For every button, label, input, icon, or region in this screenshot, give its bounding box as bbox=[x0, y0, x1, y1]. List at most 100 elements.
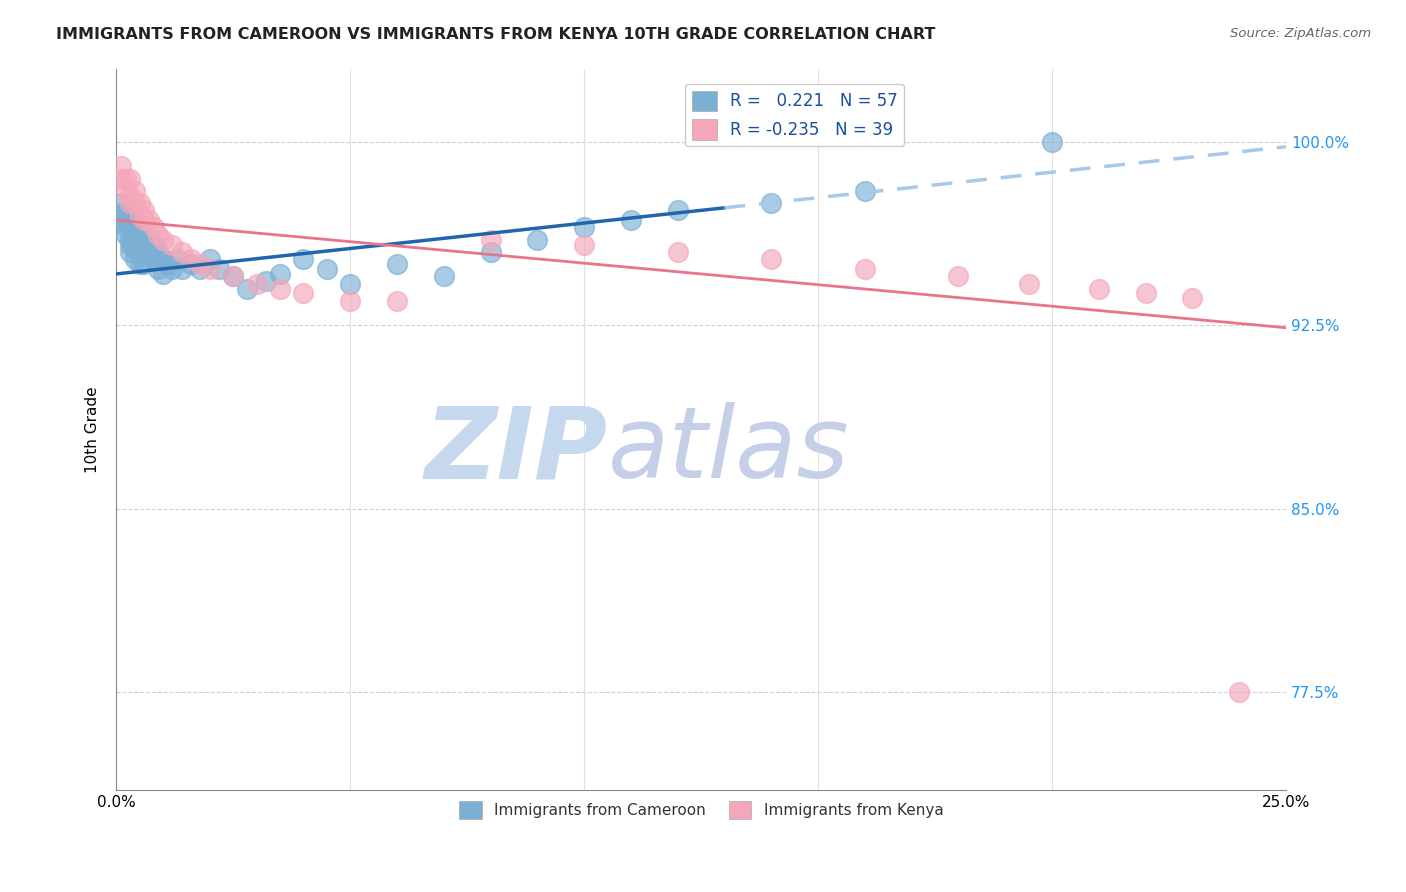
Point bbox=[114, 203, 136, 218]
Point bbox=[190, 262, 212, 277]
Point bbox=[134, 203, 156, 218]
Point bbox=[124, 213, 146, 227]
Point bbox=[128, 208, 150, 222]
Text: ZIP: ZIP bbox=[425, 402, 607, 500]
Point bbox=[134, 257, 156, 271]
Point bbox=[120, 171, 142, 186]
Point bbox=[198, 262, 221, 277]
Point bbox=[761, 252, 783, 267]
Point bbox=[114, 171, 136, 186]
Point bbox=[148, 227, 170, 242]
Point bbox=[128, 257, 150, 271]
Point bbox=[148, 262, 170, 277]
Point bbox=[853, 262, 876, 277]
Y-axis label: 10th Grade: 10th Grade bbox=[86, 386, 100, 473]
Point bbox=[479, 244, 502, 259]
Point bbox=[433, 269, 456, 284]
Point bbox=[120, 208, 142, 222]
Text: atlas: atlas bbox=[607, 402, 849, 500]
Point bbox=[292, 252, 315, 267]
Point bbox=[152, 267, 174, 281]
Point bbox=[180, 252, 202, 267]
Text: IMMIGRANTS FROM CAMEROON VS IMMIGRANTS FROM KENYA 10TH GRADE CORRELATION CHART: IMMIGRANTS FROM CAMEROON VS IMMIGRANTS F… bbox=[56, 27, 935, 42]
Point bbox=[1088, 282, 1111, 296]
Point bbox=[180, 257, 202, 271]
Point bbox=[761, 196, 783, 211]
Point bbox=[572, 237, 595, 252]
Point bbox=[666, 244, 689, 259]
Point bbox=[385, 257, 408, 271]
Point bbox=[572, 220, 595, 235]
Point bbox=[110, 196, 132, 211]
Point bbox=[162, 262, 184, 277]
Point bbox=[124, 233, 146, 247]
Point bbox=[120, 196, 142, 211]
Point bbox=[170, 244, 193, 259]
Point bbox=[128, 220, 150, 235]
Legend: Immigrants from Cameroon, Immigrants from Kenya: Immigrants from Cameroon, Immigrants fro… bbox=[453, 795, 949, 826]
Point bbox=[120, 244, 142, 259]
Point bbox=[853, 184, 876, 198]
Point bbox=[254, 274, 277, 288]
Point bbox=[142, 237, 165, 252]
Point bbox=[222, 269, 245, 284]
Point bbox=[246, 277, 269, 291]
Point bbox=[666, 203, 689, 218]
Point bbox=[1135, 286, 1157, 301]
Point bbox=[124, 196, 146, 211]
Point bbox=[134, 213, 156, 227]
Text: Source: ZipAtlas.com: Source: ZipAtlas.com bbox=[1230, 27, 1371, 40]
Point bbox=[142, 252, 165, 267]
Point bbox=[142, 220, 165, 235]
Point bbox=[1181, 292, 1204, 306]
Point bbox=[120, 220, 142, 235]
Point bbox=[114, 184, 136, 198]
Point bbox=[162, 237, 184, 252]
Point bbox=[198, 252, 221, 267]
Point bbox=[110, 213, 132, 227]
Point bbox=[128, 233, 150, 247]
Point bbox=[120, 233, 142, 247]
Point bbox=[134, 237, 156, 252]
Point bbox=[292, 286, 315, 301]
Point bbox=[269, 282, 291, 296]
Point bbox=[148, 244, 170, 259]
Point bbox=[339, 293, 361, 308]
Point bbox=[120, 188, 142, 202]
Point bbox=[124, 184, 146, 198]
Point bbox=[124, 252, 146, 267]
Point bbox=[1040, 135, 1063, 149]
Point bbox=[128, 196, 150, 211]
Point bbox=[152, 233, 174, 247]
Point bbox=[479, 233, 502, 247]
Point bbox=[124, 243, 146, 257]
Point bbox=[128, 244, 150, 259]
Point bbox=[222, 269, 245, 284]
Point bbox=[134, 244, 156, 259]
Point bbox=[138, 233, 160, 247]
Point bbox=[138, 244, 160, 259]
Point bbox=[114, 227, 136, 242]
Point bbox=[110, 171, 132, 186]
Point bbox=[236, 282, 259, 296]
Point bbox=[110, 208, 132, 222]
Point bbox=[620, 213, 643, 227]
Point bbox=[208, 262, 231, 277]
Point bbox=[124, 225, 146, 239]
Point bbox=[315, 262, 337, 277]
Point bbox=[156, 257, 179, 271]
Point bbox=[190, 257, 212, 271]
Point bbox=[110, 159, 132, 173]
Point bbox=[385, 293, 408, 308]
Point bbox=[138, 213, 160, 227]
Point bbox=[166, 252, 188, 267]
Point bbox=[269, 267, 291, 281]
Point bbox=[152, 252, 174, 267]
Point bbox=[1018, 277, 1040, 291]
Point bbox=[526, 233, 548, 247]
Point bbox=[948, 269, 970, 284]
Point bbox=[170, 262, 193, 277]
Point bbox=[114, 213, 136, 227]
Point bbox=[339, 277, 361, 291]
Point bbox=[1227, 685, 1250, 699]
